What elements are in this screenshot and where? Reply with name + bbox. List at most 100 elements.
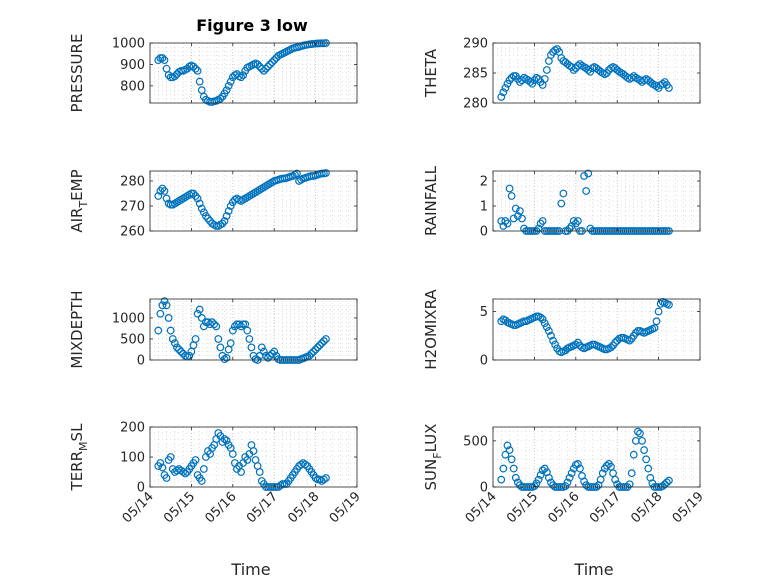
data-point — [538, 315, 547, 324]
data-point — [208, 318, 217, 327]
data-point — [197, 204, 206, 213]
y-tick-label: 280 — [120, 175, 145, 190]
data-point — [602, 461, 611, 470]
data-point — [166, 453, 175, 461]
data-point — [509, 214, 518, 223]
data-point — [224, 207, 233, 215]
data-point — [224, 81, 233, 90]
subplot-h2omixra: 0 5 H2OMIXRA — [422, 289, 701, 370]
data-point — [185, 351, 194, 360]
y-tick-label: 900 — [120, 58, 145, 73]
data-point — [629, 450, 638, 459]
x-tick-label: 05/16 — [546, 489, 583, 526]
data-point — [220, 217, 229, 225]
data-point — [191, 456, 200, 464]
y-tick-label: 1 — [480, 200, 488, 215]
data-point — [158, 184, 167, 193]
data-point — [503, 441, 512, 450]
data-point — [158, 301, 167, 310]
data-point — [638, 436, 646, 445]
data-point — [264, 62, 272, 71]
data-point — [584, 169, 593, 178]
data-point — [193, 309, 202, 318]
y-tick-label: 1000 — [112, 37, 145, 52]
data-point — [499, 464, 508, 473]
data-point — [319, 475, 328, 484]
data-point — [499, 88, 508, 97]
data-point — [154, 192, 163, 200]
data-point — [156, 309, 165, 318]
data-point — [640, 446, 649, 454]
data-point — [170, 339, 179, 348]
data-point — [199, 465, 208, 473]
data-point — [189, 62, 198, 71]
data-point — [179, 468, 188, 476]
data-point — [536, 219, 545, 228]
data-point — [518, 214, 526, 223]
data-point — [311, 474, 320, 482]
data-point — [237, 73, 245, 82]
data-point — [658, 79, 667, 88]
data-point — [177, 347, 185, 356]
data-point — [191, 335, 200, 343]
data-point — [162, 474, 171, 482]
subplot-mixdepth: 0 500 1000 MIXDEPTH — [68, 290, 358, 369]
data-point — [222, 212, 231, 220]
data-point — [501, 217, 510, 225]
data-point — [222, 86, 231, 95]
data-point — [195, 77, 204, 86]
axes-box — [492, 298, 701, 361]
data-point — [544, 327, 553, 335]
data-point — [563, 478, 572, 487]
data-point — [191, 192, 200, 200]
data-point — [264, 353, 272, 362]
data-point — [501, 450, 510, 459]
y-axis-label: RAINFALL — [422, 165, 440, 236]
data-point — [160, 56, 169, 65]
y-tick-label: 280 — [463, 97, 488, 112]
y-axis-label: AIRTEMP — [68, 169, 90, 232]
x-tick-label: 05/19 — [670, 489, 707, 526]
data-point — [197, 477, 206, 485]
data-point — [268, 349, 277, 358]
data-point — [536, 313, 545, 322]
axes-box — [149, 42, 358, 104]
data-point — [245, 335, 254, 343]
data-point — [162, 301, 171, 310]
data-point — [516, 78, 524, 86]
y-axis-label: TERRMSL — [68, 423, 90, 492]
data-point — [607, 343, 615, 352]
data-point — [307, 349, 316, 358]
data-point — [511, 204, 520, 213]
data-point — [237, 468, 245, 476]
data-point — [538, 466, 547, 475]
data-point — [542, 66, 551, 74]
data-point — [534, 475, 543, 484]
y-tick-label: 1000 — [112, 311, 145, 326]
data-point — [511, 473, 520, 482]
data-point — [611, 338, 620, 347]
data-point — [505, 76, 514, 85]
subplot-theta: 280 285 290 THETA — [422, 37, 701, 112]
x-tick-label: 05/18 — [628, 489, 665, 526]
y-axis-label: MIXDEPTH — [68, 290, 86, 368]
y-tick-label: 0 — [137, 481, 145, 496]
data-point — [220, 435, 229, 443]
data-point — [162, 194, 171, 203]
data-point — [652, 317, 661, 326]
data-point — [557, 199, 566, 208]
data-point — [584, 66, 593, 74]
y-tick-label: 800 — [120, 79, 145, 94]
data-point — [268, 58, 277, 67]
data-point — [239, 71, 248, 80]
y-tick-label: 270 — [120, 200, 145, 215]
data-point — [197, 314, 206, 322]
data-point — [270, 347, 279, 356]
data-point — [173, 343, 181, 352]
data-point — [199, 208, 208, 217]
y-tick-label: 0 — [137, 354, 145, 369]
data-point — [542, 323, 551, 331]
data-point — [540, 75, 549, 83]
